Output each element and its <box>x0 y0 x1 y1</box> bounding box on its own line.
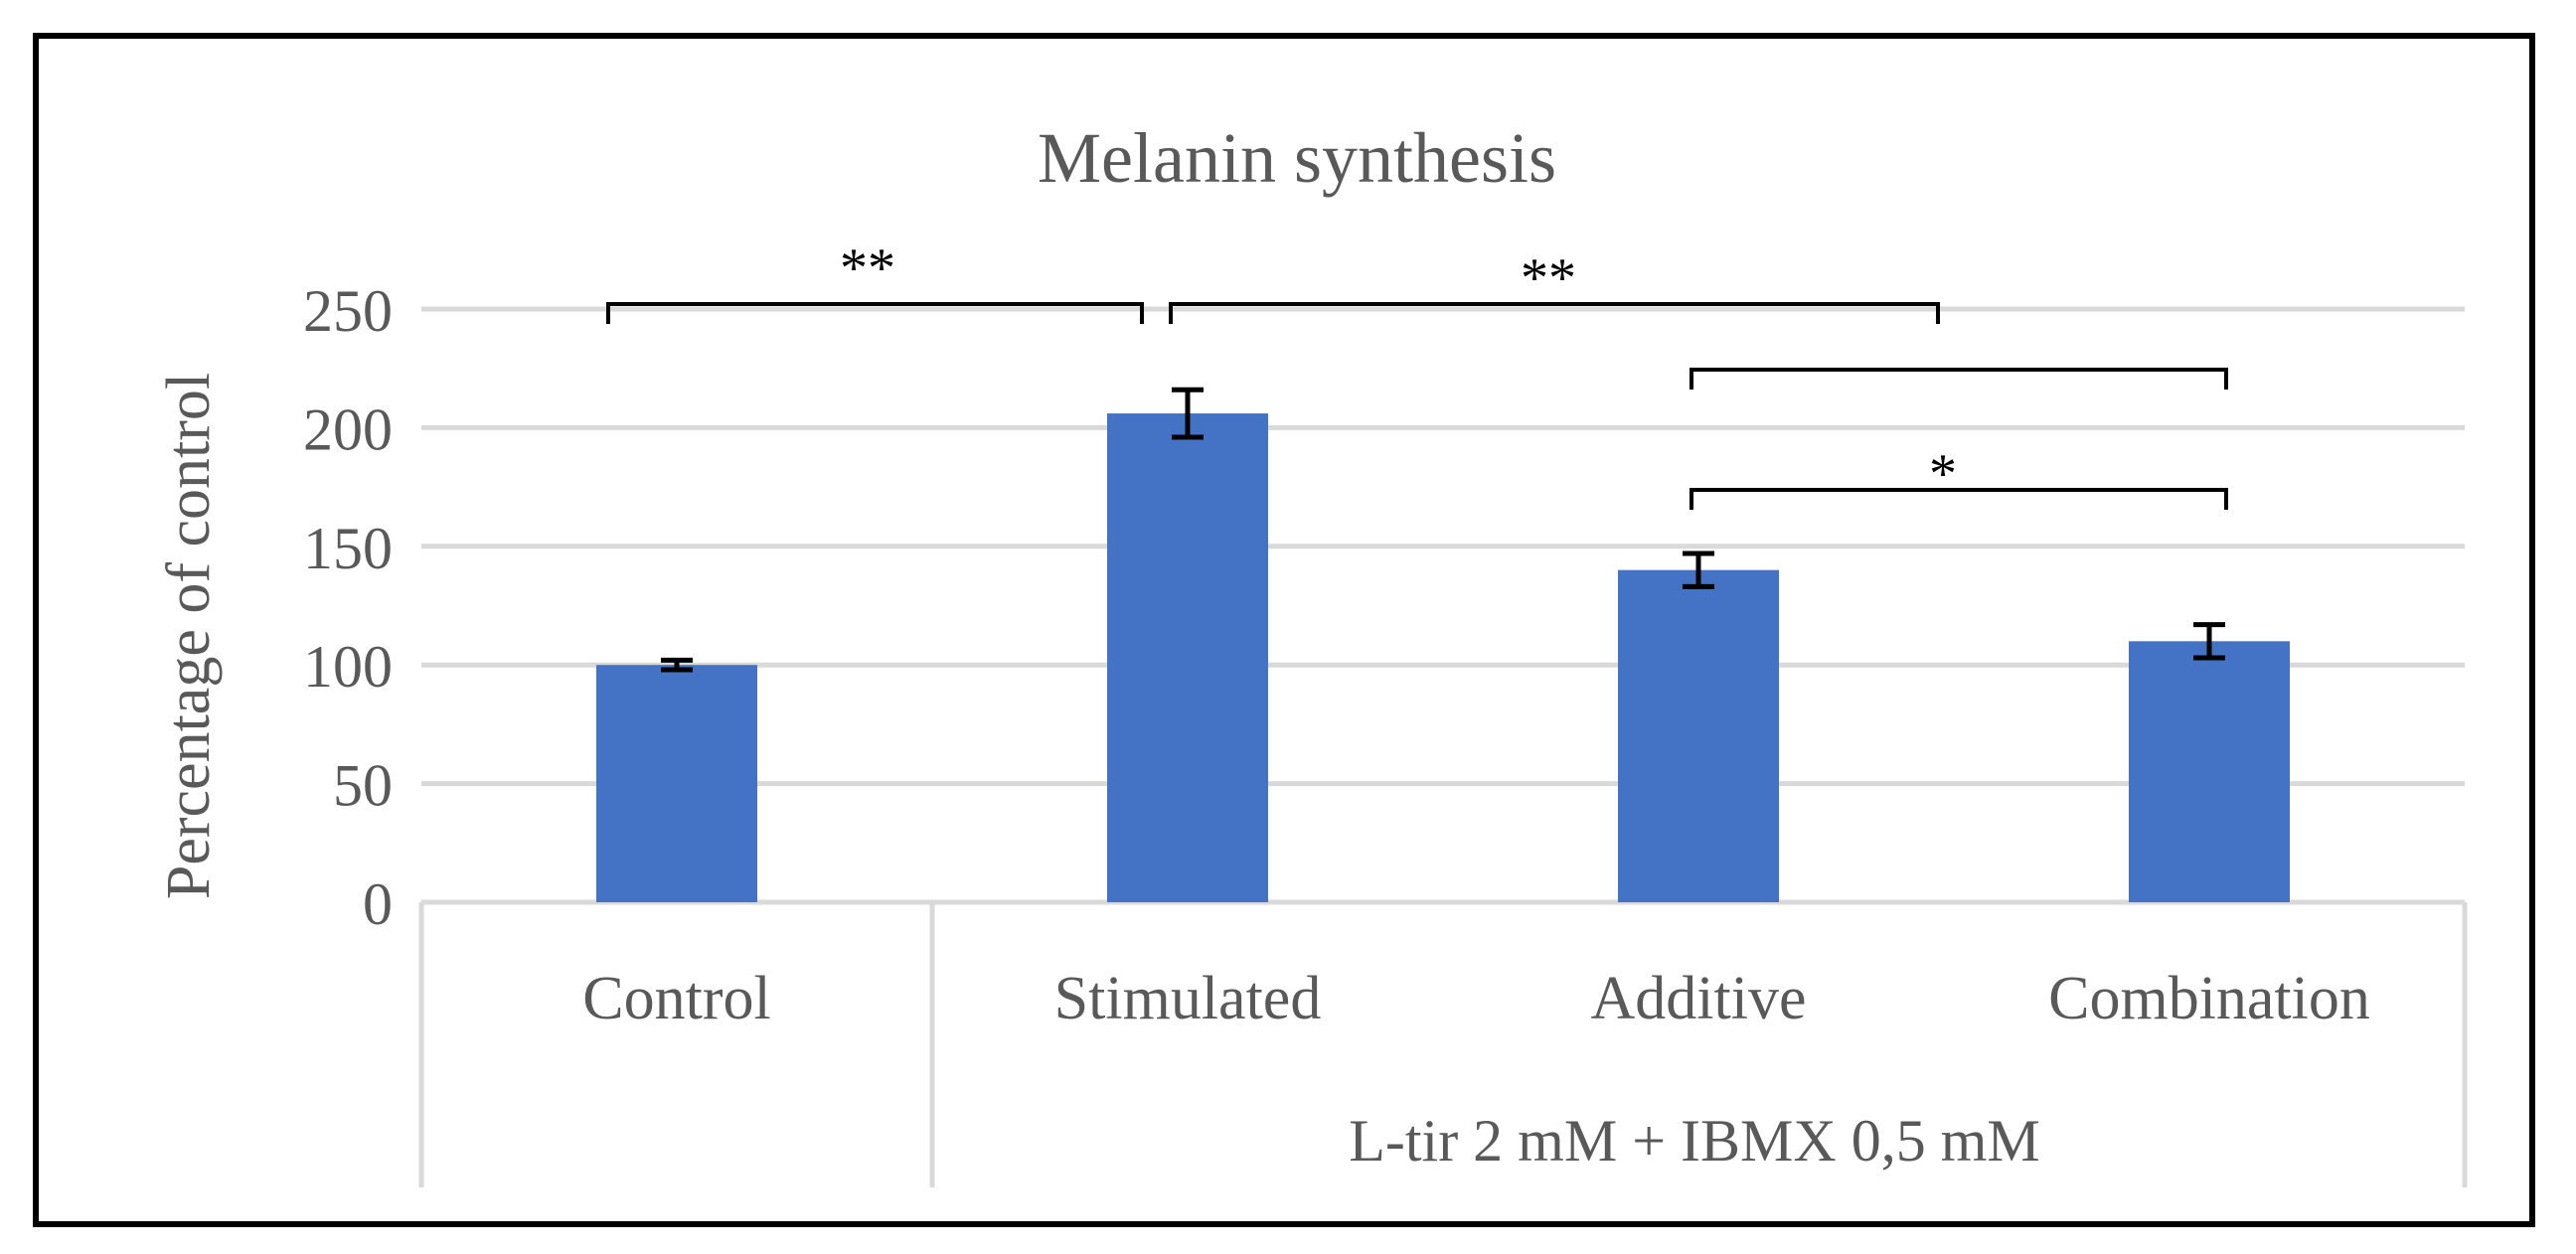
bar-control <box>596 665 757 902</box>
significance-bracket-2: ** <box>1169 247 1940 324</box>
category-label-control: Control <box>582 965 770 1032</box>
bars <box>596 413 2290 902</box>
significance-brackets: ** *** <box>606 237 2228 510</box>
category-label-combination: Combination <box>2048 965 2370 1032</box>
gridlines <box>421 306 2465 787</box>
chart-title: Melanin synthesis <box>1038 118 1556 198</box>
bar-additive <box>1618 569 1779 902</box>
bar-stimulated <box>1107 413 1268 902</box>
significance-label: ** <box>1521 247 1576 309</box>
error-bar-additive <box>1683 550 1714 589</box>
error-bar-combination <box>2193 622 2225 661</box>
significance-bracket-1: ** <box>606 237 1144 324</box>
y-tick-label-250: 250 <box>303 278 393 344</box>
y-tick-label-200: 200 <box>303 396 393 462</box>
chart-frame <box>33 33 2535 1227</box>
bracket-line <box>1690 488 2228 510</box>
y-axis-label: Percentage of control <box>155 373 223 899</box>
significance-label: * <box>1929 443 1957 505</box>
category-label-stimulated: Stimulated <box>1054 965 1322 1032</box>
group-label: L-tir 2 mM + IBMX 0,5 mM <box>1349 1108 2040 1174</box>
bracket-line <box>606 302 1144 324</box>
y-tick-labels: 0 50 100 150 200 250 <box>303 278 393 937</box>
significance-label: ** <box>840 237 895 299</box>
y-tick-label-0: 0 <box>363 871 393 937</box>
category-axis <box>418 899 2468 1187</box>
error-bars <box>661 387 2225 673</box>
bar-combination <box>2129 641 2290 902</box>
y-tick-label-50: 50 <box>333 753 393 819</box>
significance-bracket-3 <box>1690 368 2228 390</box>
y-tick-label-100: 100 <box>303 634 393 700</box>
y-tick-label-150: 150 <box>303 516 393 581</box>
category-label-additive: Additive <box>1591 965 1807 1032</box>
significance-bracket-4: * <box>1690 443 2228 510</box>
bracket-line <box>1690 368 2228 390</box>
error-bar-control <box>661 657 693 673</box>
error-bar-stimulated <box>1172 387 1204 440</box>
category-labels: Control Stimulated Additive Combination <box>582 965 2370 1032</box>
bracket-line <box>1169 302 1940 324</box>
